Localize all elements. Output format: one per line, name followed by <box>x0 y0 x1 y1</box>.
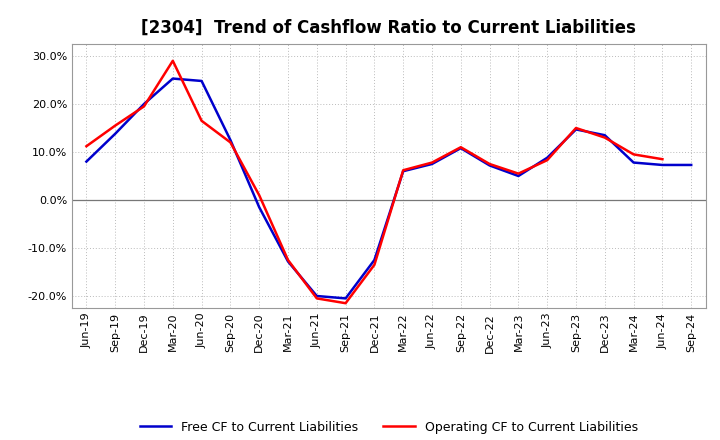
Operating CF to Current Liabilities <box>140 104 148 109</box>
Free CF to Current Liabilities <box>370 257 379 263</box>
Operating CF to Current Liabilities <box>82 143 91 149</box>
Operating CF to Current Liabilities <box>543 158 552 163</box>
Free CF to Current Liabilities <box>255 205 264 210</box>
Operating CF to Current Liabilities <box>370 262 379 268</box>
Free CF to Current Liabilities <box>111 131 120 136</box>
Operating CF to Current Liabilities <box>312 296 321 301</box>
Free CF to Current Liabilities <box>82 159 91 164</box>
Operating CF to Current Liabilities <box>255 193 264 198</box>
Operating CF to Current Liabilities <box>284 257 292 263</box>
Legend: Free CF to Current Liabilities, Operating CF to Current Liabilities: Free CF to Current Liabilities, Operatin… <box>135 416 643 439</box>
Operating CF to Current Liabilities <box>629 152 638 157</box>
Free CF to Current Liabilities <box>226 137 235 143</box>
Free CF to Current Liabilities <box>456 146 465 151</box>
Free CF to Current Liabilities <box>197 78 206 84</box>
Operating CF to Current Liabilities <box>514 171 523 176</box>
Operating CF to Current Liabilities <box>226 140 235 145</box>
Free CF to Current Liabilities <box>341 296 350 301</box>
Free CF to Current Liabilities <box>600 132 609 138</box>
Free CF to Current Liabilities <box>168 76 177 81</box>
Free CF to Current Liabilities <box>140 101 148 106</box>
Operating CF to Current Liabilities <box>456 145 465 150</box>
Operating CF to Current Liabilities <box>341 301 350 306</box>
Operating CF to Current Liabilities <box>658 157 667 162</box>
Free CF to Current Liabilities <box>572 127 580 132</box>
Operating CF to Current Liabilities <box>600 135 609 140</box>
Operating CF to Current Liabilities <box>399 168 408 173</box>
Operating CF to Current Liabilities <box>111 123 120 128</box>
Operating CF to Current Liabilities <box>428 160 436 165</box>
Free CF to Current Liabilities <box>399 169 408 174</box>
Free CF to Current Liabilities <box>428 161 436 167</box>
Line: Free CF to Current Liabilities: Free CF to Current Liabilities <box>86 79 691 298</box>
Operating CF to Current Liabilities <box>485 161 494 167</box>
Free CF to Current Liabilities <box>543 155 552 161</box>
Free CF to Current Liabilities <box>687 162 696 168</box>
Line: Operating CF to Current Liabilities: Operating CF to Current Liabilities <box>86 61 662 303</box>
Operating CF to Current Liabilities <box>572 125 580 131</box>
Free CF to Current Liabilities <box>629 160 638 165</box>
Free CF to Current Liabilities <box>514 173 523 179</box>
Free CF to Current Liabilities <box>284 259 292 264</box>
Free CF to Current Liabilities <box>312 293 321 299</box>
Free CF to Current Liabilities <box>485 163 494 168</box>
Operating CF to Current Liabilities <box>197 118 206 124</box>
Title: [2304]  Trend of Cashflow Ratio to Current Liabilities: [2304] Trend of Cashflow Ratio to Curren… <box>141 19 636 37</box>
Operating CF to Current Liabilities <box>168 58 177 63</box>
Free CF to Current Liabilities <box>658 162 667 168</box>
